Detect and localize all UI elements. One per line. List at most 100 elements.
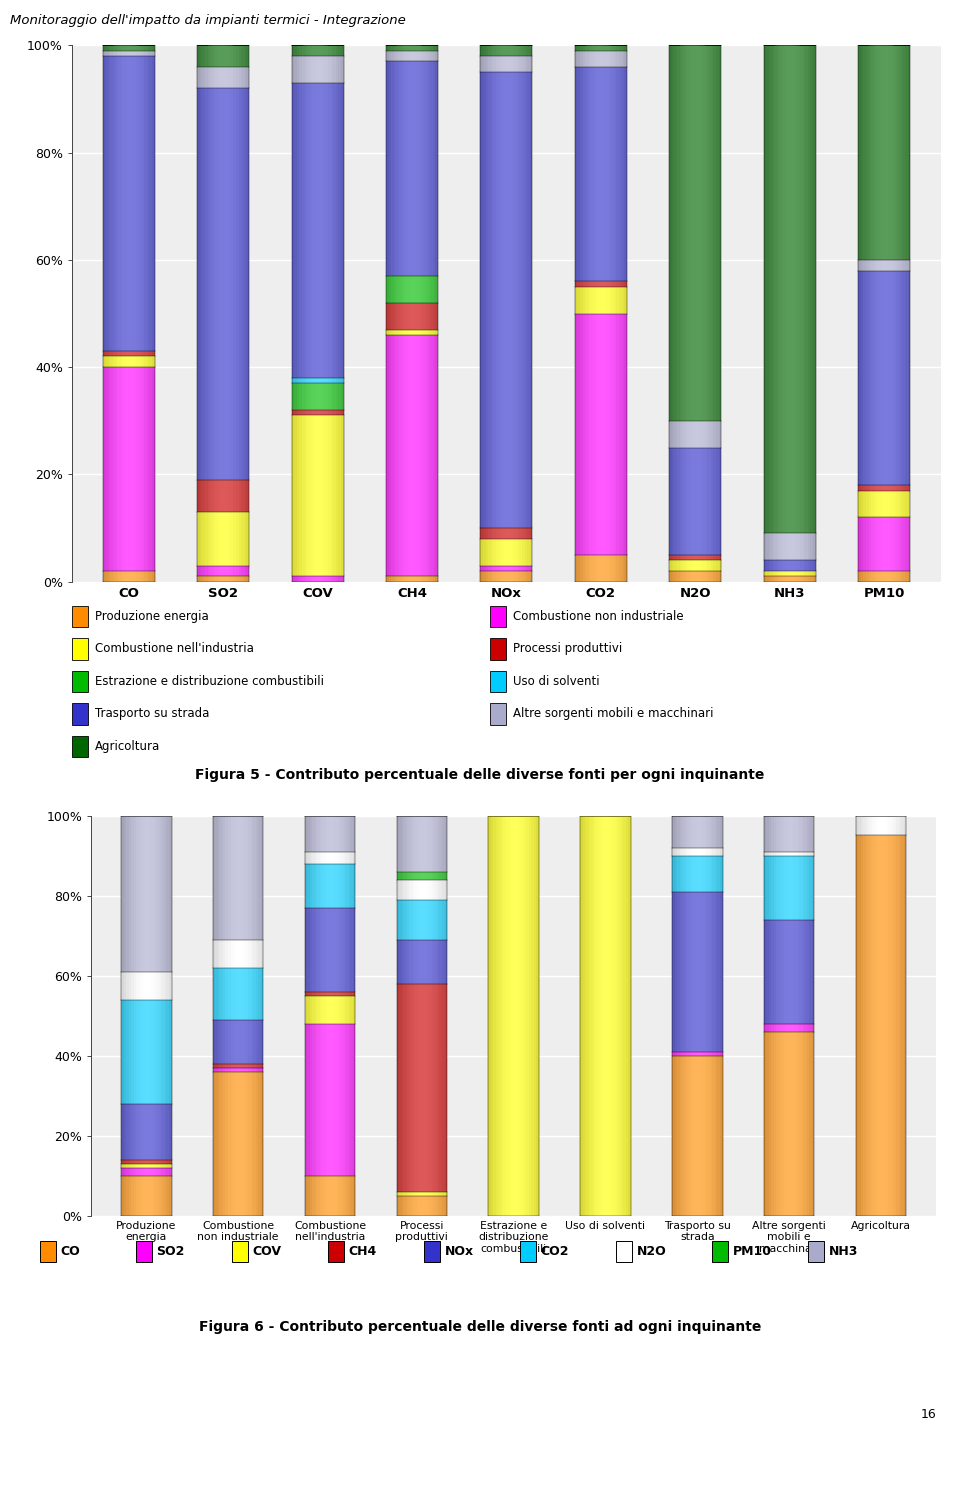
Bar bbox=[389, 45, 391, 51]
Bar bbox=[386, 51, 389, 62]
Bar bbox=[223, 45, 226, 66]
Bar bbox=[687, 447, 690, 555]
Bar bbox=[609, 314, 612, 555]
Bar bbox=[210, 480, 213, 512]
Bar bbox=[578, 555, 580, 582]
Bar bbox=[133, 1105, 136, 1160]
Bar bbox=[779, 920, 781, 1024]
Bar bbox=[530, 527, 533, 539]
Bar bbox=[706, 420, 708, 447]
Bar bbox=[430, 576, 433, 582]
Bar bbox=[616, 281, 619, 287]
Bar bbox=[312, 416, 315, 576]
Bar bbox=[719, 561, 721, 571]
Bar bbox=[297, 576, 300, 582]
Bar bbox=[895, 260, 898, 270]
Bar bbox=[524, 73, 527, 529]
Bar bbox=[695, 848, 697, 855]
Text: N2O: N2O bbox=[636, 1245, 666, 1257]
Bar bbox=[223, 576, 226, 582]
Bar bbox=[350, 864, 352, 908]
Bar bbox=[328, 409, 330, 416]
Bar bbox=[412, 1192, 414, 1197]
Bar bbox=[713, 561, 716, 571]
Bar bbox=[332, 908, 335, 993]
Bar bbox=[440, 1197, 442, 1216]
Bar bbox=[340, 908, 343, 993]
Bar bbox=[197, 45, 200, 66]
Bar bbox=[226, 969, 228, 1020]
Bar bbox=[437, 879, 440, 901]
Bar bbox=[315, 416, 318, 576]
Bar bbox=[709, 848, 712, 855]
Bar bbox=[613, 555, 616, 582]
Bar bbox=[705, 816, 708, 848]
Bar bbox=[320, 852, 323, 864]
Bar bbox=[516, 571, 519, 582]
Bar bbox=[300, 384, 302, 409]
Bar bbox=[142, 51, 144, 56]
Bar bbox=[598, 51, 601, 66]
Bar bbox=[706, 447, 708, 555]
Bar bbox=[121, 1168, 124, 1176]
Bar bbox=[863, 260, 866, 270]
Bar bbox=[583, 314, 586, 555]
Bar bbox=[218, 66, 221, 88]
Bar bbox=[444, 940, 447, 984]
Bar bbox=[612, 314, 613, 555]
Bar bbox=[315, 56, 318, 83]
Bar bbox=[887, 517, 889, 571]
Bar bbox=[595, 816, 598, 1216]
Bar bbox=[258, 1068, 261, 1073]
Bar bbox=[504, 56, 507, 73]
Bar bbox=[152, 51, 155, 56]
Bar bbox=[141, 1160, 144, 1165]
Bar bbox=[152, 351, 155, 357]
Bar bbox=[236, 480, 239, 512]
Bar bbox=[708, 561, 710, 571]
Bar bbox=[231, 576, 233, 582]
Bar bbox=[409, 1197, 412, 1216]
Bar bbox=[292, 378, 294, 384]
Bar bbox=[774, 1024, 777, 1032]
Bar bbox=[789, 855, 792, 920]
Bar bbox=[407, 576, 409, 582]
Bar bbox=[404, 816, 407, 872]
Bar bbox=[899, 836, 901, 1216]
Bar bbox=[677, 891, 680, 1052]
Bar bbox=[129, 816, 132, 972]
Bar bbox=[169, 1168, 172, 1176]
Bar bbox=[898, 45, 900, 260]
Bar bbox=[898, 571, 900, 582]
Bar bbox=[794, 1024, 797, 1032]
Bar bbox=[166, 1000, 169, 1105]
Bar bbox=[529, 816, 531, 1216]
Bar bbox=[138, 1160, 141, 1165]
Bar bbox=[325, 576, 328, 582]
Bar bbox=[310, 416, 312, 576]
Bar bbox=[129, 45, 132, 51]
Bar bbox=[798, 45, 800, 533]
Bar bbox=[336, 409, 338, 416]
Bar bbox=[491, 571, 493, 582]
Bar bbox=[874, 270, 876, 485]
Bar bbox=[124, 1000, 126, 1105]
Bar bbox=[418, 45, 420, 51]
Bar bbox=[118, 51, 121, 56]
Bar bbox=[407, 879, 409, 901]
Bar bbox=[253, 1064, 255, 1068]
Bar bbox=[769, 1024, 772, 1032]
Bar bbox=[869, 485, 871, 491]
Bar bbox=[799, 920, 802, 1024]
Bar bbox=[335, 993, 338, 996]
Text: Monitoraggio dell'impatto da impianti termici - Integrazione: Monitoraggio dell'impatto da impianti te… bbox=[10, 14, 405, 27]
Bar bbox=[150, 56, 152, 351]
Bar bbox=[797, 852, 799, 855]
Bar bbox=[509, 539, 512, 565]
Bar bbox=[420, 335, 422, 576]
Bar bbox=[516, 539, 519, 565]
Bar bbox=[435, 45, 438, 51]
Bar bbox=[350, 816, 352, 852]
Bar bbox=[784, 45, 787, 533]
Bar bbox=[236, 576, 239, 582]
